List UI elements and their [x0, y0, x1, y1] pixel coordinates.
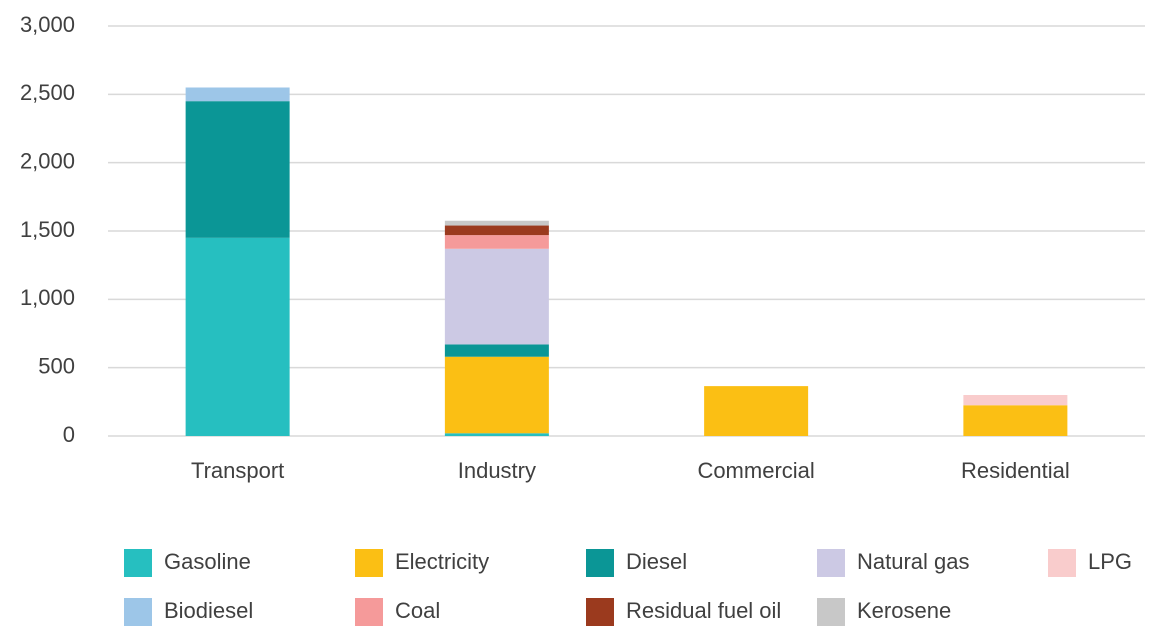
y-tick-label: 0: [63, 422, 75, 447]
bar-segment: [704, 386, 809, 436]
legend-swatch: [124, 598, 152, 626]
legend-label: Gasoline: [164, 549, 251, 574]
bar-segment: [444, 235, 549, 249]
x-tick-label: Industry: [458, 458, 536, 483]
y-tick-label: 1,000: [20, 285, 75, 310]
bar-segment: [185, 101, 290, 238]
y-tick-label: 3,000: [20, 12, 75, 37]
x-tick-label: Commercial: [697, 458, 814, 483]
bar-segment: [444, 225, 549, 236]
legend-swatch: [355, 549, 383, 577]
bar-segment: [444, 248, 549, 345]
bar-segment: [963, 405, 1068, 436]
legend-swatch: [817, 549, 845, 577]
legend-label: Diesel: [626, 549, 687, 574]
bar-segment: [444, 344, 549, 357]
x-tick-label: Transport: [191, 458, 284, 483]
legend-swatch: [124, 549, 152, 577]
bar-segment: [444, 433, 549, 436]
legend-label: LPG: [1088, 549, 1132, 574]
bar-segment: [444, 356, 549, 434]
y-tick-label: 1,500: [20, 217, 75, 242]
legend-label: Kerosene: [857, 598, 951, 623]
legend-swatch: [586, 598, 614, 626]
legend-label: Residual fuel oil: [626, 598, 781, 623]
legend-label: Biodiesel: [164, 598, 253, 623]
bar-segment: [444, 220, 549, 226]
legend-swatch: [355, 598, 383, 626]
legend-swatch: [817, 598, 845, 626]
bar-segment: [185, 87, 290, 102]
bar-segment: [963, 395, 1068, 406]
legend-swatch: [1048, 549, 1076, 577]
legend-swatch: [586, 549, 614, 577]
y-tick-label: 500: [38, 353, 75, 378]
x-tick-label: Residential: [961, 458, 1070, 483]
y-tick-label: 2,000: [20, 148, 75, 173]
legend-label: Natural gas: [857, 549, 970, 574]
bar-segment: [185, 237, 290, 436]
y-tick-label: 2,500: [20, 80, 75, 105]
legend-label: Coal: [395, 598, 440, 623]
legend-label: Electricity: [395, 549, 489, 574]
